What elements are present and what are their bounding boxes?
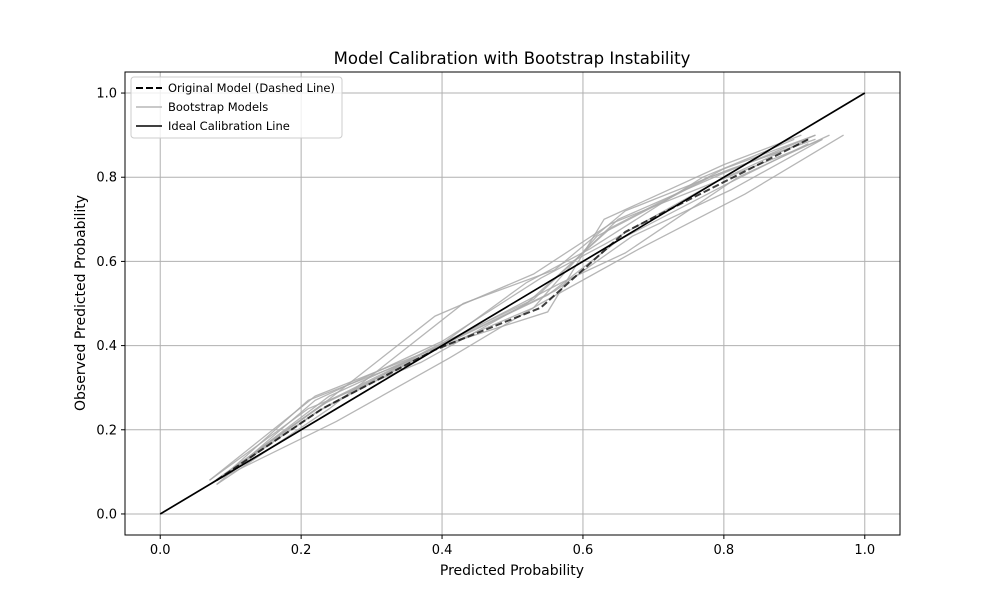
bootstrap-series-line [216, 138, 816, 486]
chart-title: Model Calibration with Bootstrap Instabi… [334, 49, 691, 68]
legend-box [130, 76, 343, 139]
y-tick-label: 0.8 [96, 171, 117, 186]
legend-label-ideal: Ideal Calibration Line [168, 119, 290, 133]
x-axis-title: Predicted Probability [440, 563, 584, 579]
original-layer [216, 138, 809, 482]
ideal-layer [159, 92, 866, 515]
y-tick-label: 0.2 [96, 423, 117, 438]
y-tick-label: 0.4 [96, 339, 117, 354]
legend-label-original: Original Model (Dashed Line) [168, 81, 335, 95]
bootstrap-series-line [216, 134, 844, 481]
y-tick-label: 1.0 [96, 87, 117, 102]
bootstrap-layer [209, 134, 844, 486]
y-axis-title: Observed Predicted Probability [73, 195, 89, 411]
x-tick-label: 1.0 [854, 543, 875, 558]
legend: Original Model (Dashed Line) Bootstrap M… [130, 76, 343, 139]
y-tick-label: 0.6 [96, 255, 117, 270]
x-ticks: 0.0 0.2 0.4 0.6 0.8 1.0 [150, 535, 875, 558]
legend-label-bootstrap: Bootstrap Models [168, 100, 268, 114]
x-tick-label: 0.8 [714, 543, 735, 558]
y-ticks: 0.0 0.2 0.4 0.6 0.8 1.0 [96, 87, 125, 522]
bootstrap-series-line [209, 134, 802, 481]
bootstrap-series-line [216, 142, 802, 481]
bootstrap-series-line [216, 134, 816, 481]
x-tick-label: 0.2 [291, 543, 312, 558]
bootstrap-series-line [223, 138, 795, 477]
plot-frame [124, 71, 901, 536]
original-model-line [216, 138, 809, 482]
bootstrap-series-line [209, 134, 816, 481]
x-tick-label: 0.4 [432, 543, 453, 558]
y-tick-label: 0.0 [96, 507, 117, 522]
x-tick-label: 0.6 [573, 543, 594, 558]
bootstrap-series-line [223, 138, 823, 477]
x-tick-label: 0.0 [150, 543, 171, 558]
ideal-calibration-line [159, 92, 866, 515]
